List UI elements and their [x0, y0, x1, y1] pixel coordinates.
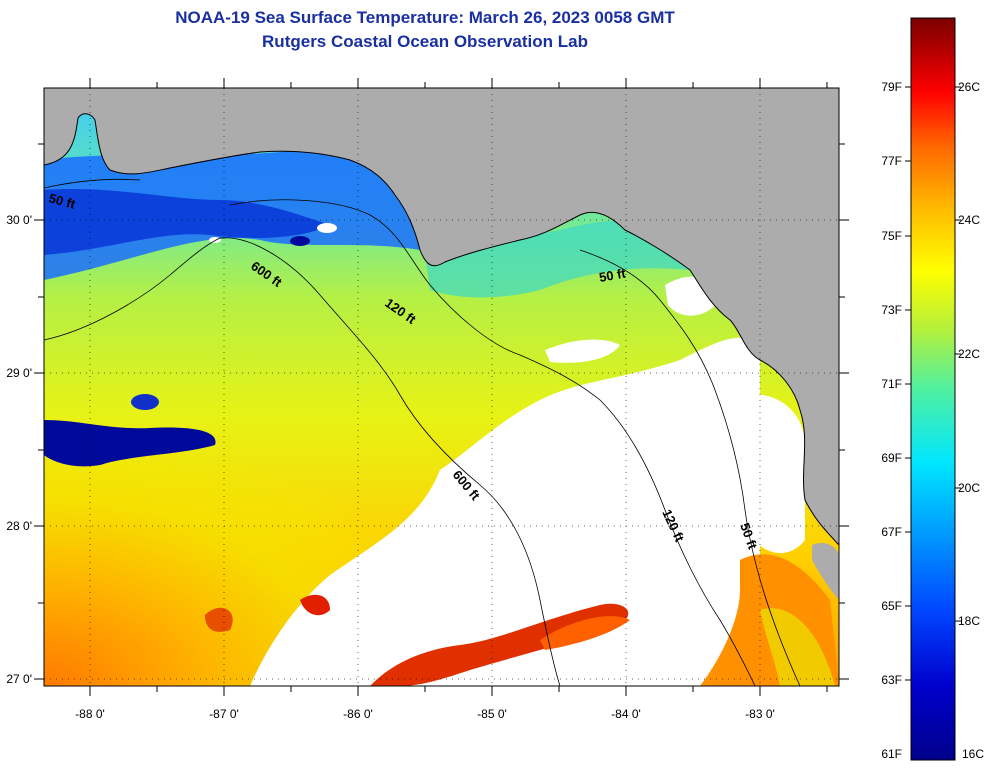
- colorbar-c-label: 24C: [958, 213, 980, 227]
- frame-ticks: [34, 78, 849, 696]
- x-tick-label: -86 0': [343, 707, 373, 721]
- cold-coastal-core: [44, 188, 330, 255]
- y-tick-label: 30 0': [6, 213, 32, 227]
- isobath-120ft: [229, 199, 756, 686]
- warm-patch-south: [370, 603, 629, 686]
- x-tick-label: -88 0': [75, 707, 105, 721]
- warm-spot: [300, 594, 330, 616]
- cold-spot: [131, 394, 159, 410]
- cloud-patch: [209, 237, 221, 243]
- cloud-patch: [317, 223, 337, 233]
- colorbar-f-label: 61F: [881, 747, 902, 761]
- colorbar-f-label: 67F: [881, 525, 902, 539]
- y-tick-label: 29 0': [6, 366, 32, 380]
- colorbar-ticks: [905, 86, 961, 681]
- cloud-patch: [730, 394, 805, 554]
- colorbar-c-label: 22C: [958, 347, 980, 361]
- x-tick-label: -84 0': [611, 707, 641, 721]
- colorbar-f-label: 65F: [881, 599, 902, 613]
- colorbar-c-label: 18C: [958, 614, 980, 628]
- land-mass: [44, 88, 839, 545]
- cold-spot: [290, 236, 310, 246]
- map-area: 50 ft 600 ft 120 ft 50 ft 600 ft 120 ft …: [44, 88, 839, 686]
- contour-label: 50 ft: [47, 190, 77, 212]
- cold-patch-west: [44, 420, 216, 467]
- warm-spot: [205, 607, 233, 632]
- colorbar-f-label: 77F: [881, 154, 902, 168]
- sst-colorbar: [910, 17, 956, 761]
- title-line-1: NOAA-19 Sea Surface Temperature: March 2…: [175, 8, 675, 27]
- colorbar-f-label: 79F: [881, 80, 902, 94]
- x-tick-label: -85 0': [477, 707, 507, 721]
- warm-patch-coastal: [760, 608, 835, 686]
- warm-patch-south: [540, 616, 630, 650]
- colorbar-c-label: 20C: [958, 481, 980, 495]
- colorbar-c-label: 16C: [962, 747, 984, 761]
- x-tick-label: -83 0': [745, 707, 775, 721]
- isobath-600ft: [44, 237, 561, 686]
- colorbar-f-label: 73F: [881, 303, 902, 317]
- colorbar-f-label: 75F: [881, 229, 902, 243]
- colorbar-f-label: 63F: [881, 673, 902, 687]
- cloud-patch: [545, 339, 620, 363]
- colorbar-f-label: 71F: [881, 377, 902, 391]
- coastline: [44, 113, 839, 546]
- title-line-2: Rutgers Coastal Ocean Observation Lab: [262, 32, 588, 51]
- land-mass: [812, 543, 839, 600]
- colorbar-f-label: 69F: [881, 451, 902, 465]
- graticule: [44, 88, 839, 686]
- x-tick-label: -87 0': [209, 707, 239, 721]
- map-frame: [43, 87, 840, 687]
- contour-label: 50 ft: [598, 265, 628, 285]
- colorbar-c-label: 26C: [958, 80, 980, 94]
- isobath-50ft: [44, 178, 801, 686]
- y-tick-label: 27 0': [6, 672, 32, 686]
- y-tick-label: 28 0': [6, 519, 32, 533]
